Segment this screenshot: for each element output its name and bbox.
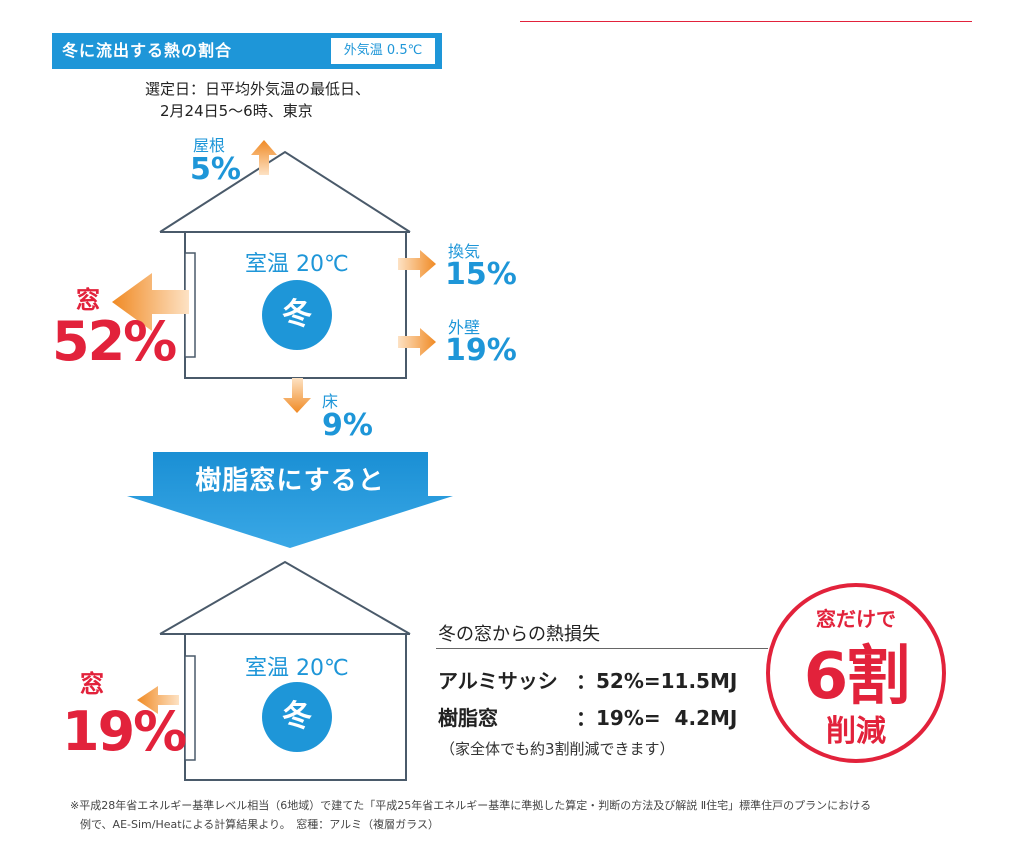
aluminum-sash-name: アルミサッシ bbox=[438, 669, 558, 693]
aluminum-sash-value: ：52%=11.5MJ bbox=[576, 669, 738, 693]
floor-label: 床 bbox=[322, 392, 339, 411]
top-decor-rule bbox=[520, 21, 972, 22]
resin-window-value: ：19%= 4.2MJ bbox=[576, 706, 738, 730]
resin-window-name: 樹脂窓 bbox=[438, 706, 498, 730]
transition-label: 樹脂窓にすると bbox=[195, 466, 385, 496]
roof-value: 5% bbox=[190, 152, 241, 187]
window-loss-arrow bbox=[112, 273, 189, 331]
wall-loss-arrow bbox=[398, 328, 436, 356]
window-label: 窓 bbox=[76, 286, 100, 314]
window-value-after: 19% bbox=[62, 700, 187, 763]
reduction-badge bbox=[766, 583, 946, 763]
window-label-after: 窓 bbox=[80, 670, 104, 698]
window-value: 52% bbox=[52, 310, 177, 373]
floor-loss-arrow bbox=[283, 378, 311, 413]
badge-main-text: 6割 bbox=[803, 640, 911, 714]
window-loss-arrow-small bbox=[137, 686, 179, 714]
comparison-title: 冬の窓からの熱損失 bbox=[438, 624, 600, 645]
room-temp-before: 室温 20℃ bbox=[245, 252, 349, 277]
ventilation-loss-arrow bbox=[398, 250, 436, 278]
floor-value: 9% bbox=[322, 408, 373, 443]
badge-bottom-text: 削減 bbox=[826, 714, 886, 749]
house-after bbox=[159, 560, 411, 781]
roof-label: 屋根 bbox=[193, 136, 226, 155]
selection-note-line2: 2月24日5～6時、東京 bbox=[160, 102, 313, 120]
footnote-line1: ※平成28年省エネルギー基準レベル相当（6地域）で建てた「平成25年省エネルギー… bbox=[70, 799, 872, 812]
badge-top-text: 窓だけで bbox=[816, 607, 896, 631]
header-title: 冬に流出する熱の割合 bbox=[62, 41, 233, 60]
transition-arrow bbox=[127, 452, 453, 548]
comparison-rule bbox=[436, 648, 768, 649]
winter-badge-after: 冬 bbox=[262, 682, 332, 752]
outside-temp-chip: 外気温 0.5℃ bbox=[331, 38, 435, 64]
room-temp-after: 室温 20℃ bbox=[245, 656, 349, 681]
footnote-line2: 例で、AE-Sim/Heatによる計算結果より。 窓種：アルミ（複層ガラス） bbox=[80, 818, 439, 831]
outer-wall-label: 外壁 bbox=[448, 318, 481, 337]
winter-badge-before: 冬 bbox=[262, 280, 332, 350]
roof-loss-arrow bbox=[251, 140, 277, 175]
selection-note-line1: 選定日：日平均外気温の最低日、 bbox=[145, 80, 371, 98]
outer-wall-value: 19% bbox=[445, 333, 517, 368]
ventilation-label: 換気 bbox=[448, 242, 481, 261]
comparison-note: （家全体でも約3割削減できます） bbox=[440, 740, 675, 758]
ventilation-value: 15% bbox=[445, 257, 517, 292]
